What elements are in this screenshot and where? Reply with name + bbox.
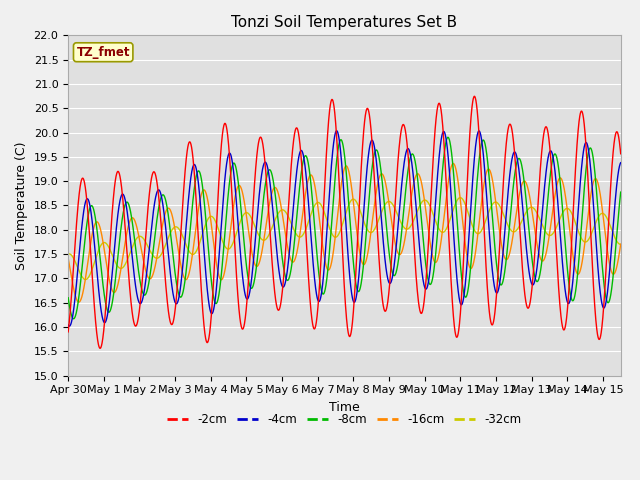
X-axis label: Time: Time	[329, 401, 360, 414]
Legend: -2cm, -4cm, -8cm, -16cm, -32cm: -2cm, -4cm, -8cm, -16cm, -32cm	[163, 408, 527, 431]
Title: Tonzi Soil Temperatures Set B: Tonzi Soil Temperatures Set B	[231, 15, 458, 30]
Text: TZ_fmet: TZ_fmet	[76, 46, 130, 59]
Y-axis label: Soil Temperature (C): Soil Temperature (C)	[15, 141, 28, 270]
